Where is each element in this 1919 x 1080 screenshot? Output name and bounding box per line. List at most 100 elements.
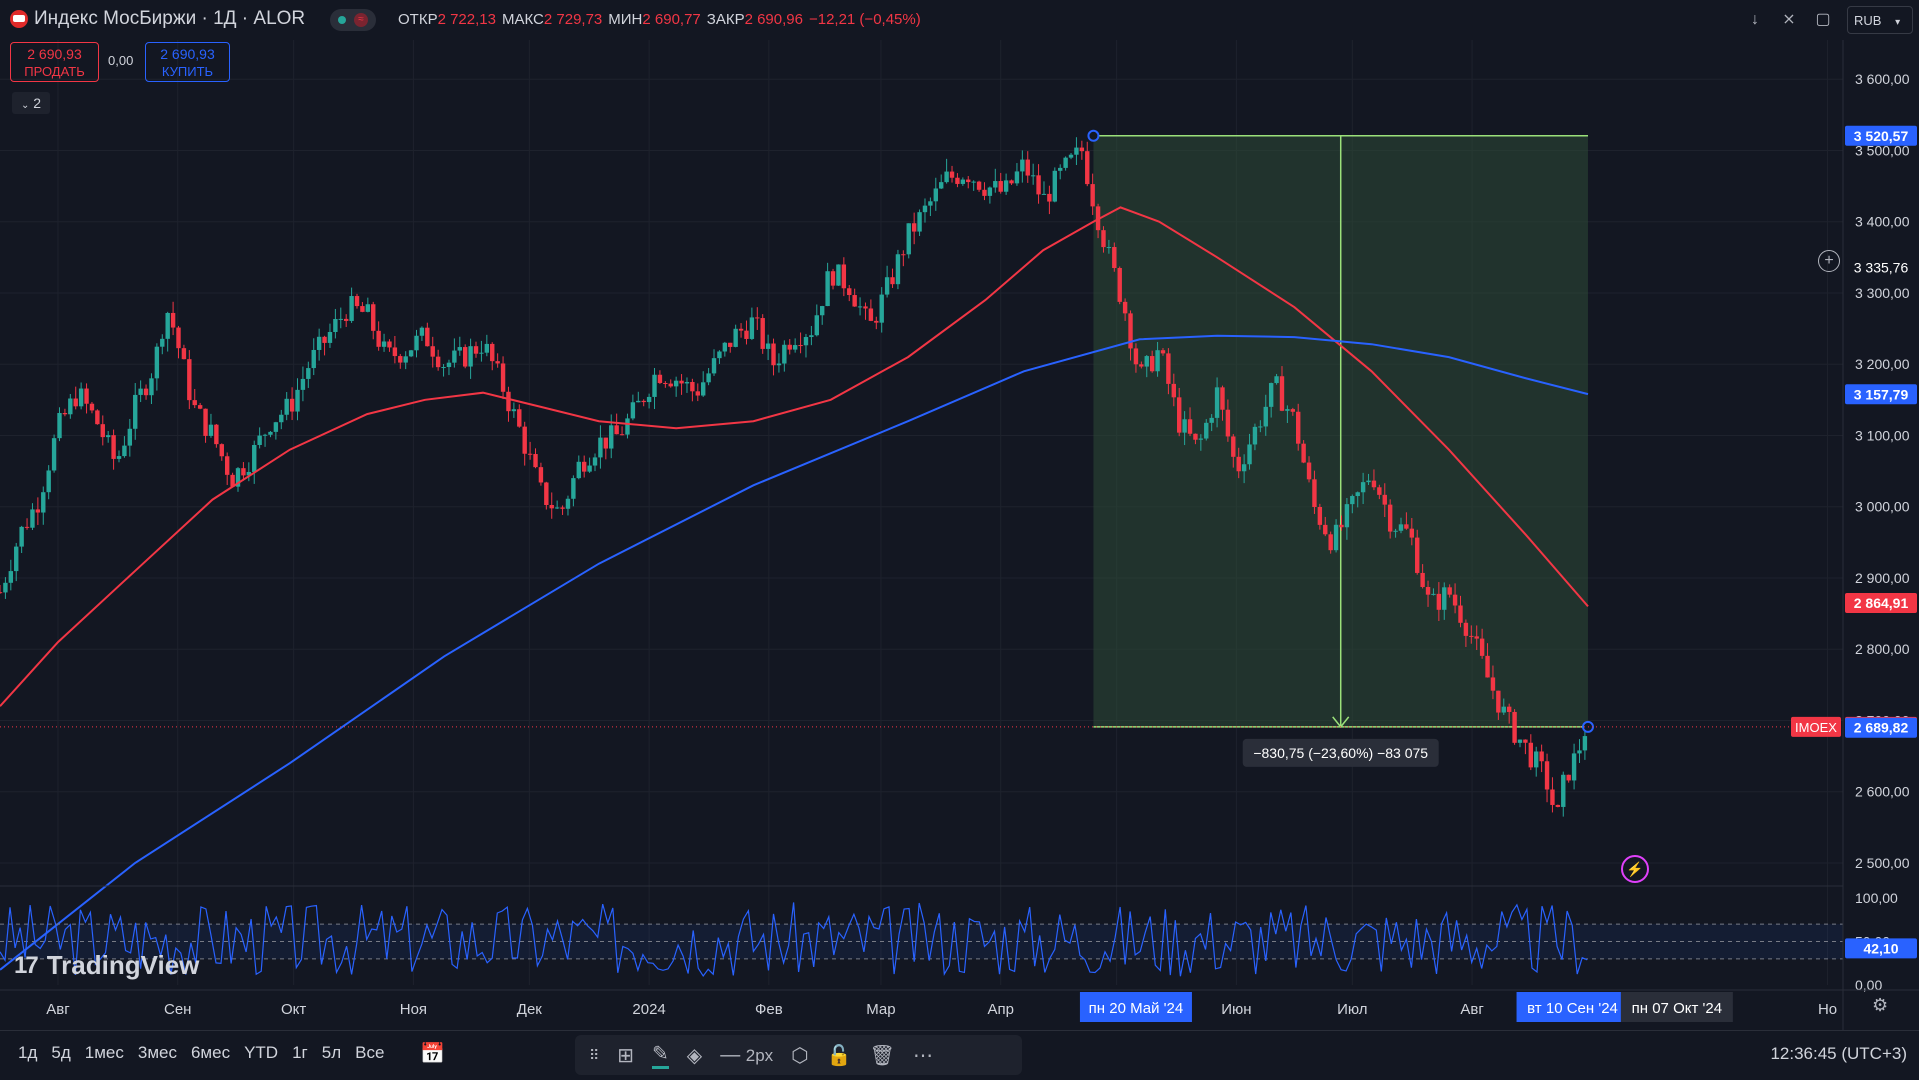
candle-body xyxy=(95,410,100,425)
candle-body xyxy=(322,336,327,343)
tradingview-logo: 17 TradingView xyxy=(14,950,199,981)
collapse-icon[interactable]: ⨯ xyxy=(1782,11,1796,28)
date-badge-label: вт 10 Сен '24 xyxy=(1527,1000,1618,1017)
template-icon[interactable]: ⊞ xyxy=(617,1044,635,1067)
candle-body xyxy=(857,306,863,308)
y-tick-label: 3 000,00 xyxy=(1855,499,1910,515)
candle-body xyxy=(1301,443,1306,463)
market-status[interactable]: ≈ xyxy=(330,9,376,31)
chevron-down-icon: ⌄ xyxy=(20,100,30,111)
candle-body xyxy=(1279,376,1285,411)
candle-body xyxy=(517,409,522,427)
candle-body xyxy=(197,405,203,409)
candle-body xyxy=(511,409,517,412)
candle-body xyxy=(679,380,684,384)
candle-body xyxy=(1122,301,1128,314)
candle-body xyxy=(484,343,490,353)
candle-body xyxy=(544,482,549,505)
candle-body xyxy=(874,320,879,323)
candle-body xyxy=(473,346,479,354)
candle-body xyxy=(1198,438,1204,440)
fullscreen-icon[interactable]: ▢ xyxy=(1815,11,1831,28)
candle-body xyxy=(749,317,755,339)
candle-body xyxy=(863,306,868,309)
candle-body xyxy=(1112,247,1117,269)
period-1y[interactable]: 1г xyxy=(292,1043,308,1062)
drag-handle-icon[interactable]: ⠿ xyxy=(589,1046,600,1063)
candle-body xyxy=(830,271,836,286)
candle-body xyxy=(1090,184,1095,207)
candle-body xyxy=(1534,751,1539,768)
fill-icon[interactable]: ◈ xyxy=(686,1044,703,1067)
candle-body xyxy=(327,331,333,343)
candle-body xyxy=(1052,170,1057,202)
candle-body xyxy=(1274,376,1279,384)
candle-body xyxy=(360,306,365,312)
lock-icon[interactable]: 🔓 xyxy=(826,1044,852,1067)
x-tick-label: Авг xyxy=(1460,1001,1484,1018)
price-label-box xyxy=(1845,125,1917,146)
ohlc-change: −12,21 (−0,45%) xyxy=(808,11,921,28)
pencil-icon[interactable]: ✎ xyxy=(652,1041,669,1069)
candle-body xyxy=(78,388,84,407)
buy-button[interactable]: 2 690,93 КУПИТЬ xyxy=(145,42,230,82)
candle-body xyxy=(868,308,874,321)
candle-body xyxy=(122,445,127,457)
candle-body xyxy=(1528,742,1534,768)
lightning-icon[interactable]: ⚡ xyxy=(1621,855,1649,883)
candle-body xyxy=(782,344,787,364)
download-icon[interactable]: ↓ xyxy=(1751,11,1759,28)
spread-value: 0,00 xyxy=(108,53,134,68)
collapse-indicators-button[interactable]: ⌄ 2 xyxy=(12,92,50,114)
candle-body xyxy=(1014,171,1020,184)
candle-body xyxy=(203,408,208,436)
candle-body xyxy=(668,383,673,387)
price-label-box xyxy=(1845,592,1917,613)
candle-body xyxy=(1333,524,1339,551)
indicator-count: 2 xyxy=(33,95,42,111)
osc-value-box xyxy=(1845,938,1917,959)
symbol-title[interactable]: Индекс МосБиржи · 1Д · ALOR xyxy=(10,8,305,30)
candle-body xyxy=(311,349,316,369)
candle-body xyxy=(814,315,819,336)
x-tick-label: Авг xyxy=(46,1001,70,1018)
trash-icon[interactable]: 🗑 xyxy=(869,1044,895,1067)
candle-body xyxy=(235,468,241,487)
candle-body xyxy=(414,335,419,351)
date-badge-label: пн 20 Май '24 xyxy=(1089,1000,1184,1017)
line-width-select[interactable]: — 2px xyxy=(720,1043,774,1066)
candle-body xyxy=(62,413,68,415)
ma-slow-line xyxy=(0,334,1589,971)
period-5y[interactable]: 5л xyxy=(321,1043,342,1062)
candle-body xyxy=(879,294,884,323)
sell-button[interactable]: 2 690,93 ПРОДАТЬ xyxy=(10,42,99,82)
period-3m[interactable]: 3мес xyxy=(137,1043,177,1062)
price-label: 3 335,76 xyxy=(1854,259,1909,275)
candle-body xyxy=(133,394,138,429)
price-chart[interactable]: −830,75 (−23,60%) −83 075 3 600,00 3 500,0… xyxy=(0,0,1919,1030)
candle-body xyxy=(890,277,895,285)
period-1d[interactable]: 1д xyxy=(18,1043,38,1062)
period-6m[interactable]: 6мес xyxy=(190,1043,231,1062)
period-all[interactable]: Все xyxy=(355,1043,385,1062)
add-alert-icon[interactable]: + xyxy=(1818,250,1840,272)
date-badge-label: пн 07 Окт '24 xyxy=(1632,1000,1722,1017)
period-5d[interactable]: 5д xyxy=(51,1043,71,1062)
candle-body xyxy=(127,428,133,446)
price-label: 2 864,91 xyxy=(1854,595,1909,611)
more-icon[interactable]: ⋯ xyxy=(912,1044,933,1067)
symbol-tag: IMOEX xyxy=(1795,720,1837,735)
candle-body xyxy=(922,205,928,213)
calendar-icon[interactable]: 📅 xyxy=(420,1043,445,1065)
candle-body xyxy=(841,264,847,289)
period-1m[interactable]: 1мес xyxy=(84,1043,124,1062)
candle-body xyxy=(1128,313,1133,349)
candle-body xyxy=(289,398,295,412)
period-ytd[interactable]: YTD xyxy=(244,1043,279,1062)
settings-hex-icon[interactable]: ⬡ xyxy=(791,1044,809,1067)
settings-icon[interactable]: ⚙ xyxy=(1872,995,1889,1015)
candle-body xyxy=(1561,774,1566,807)
candle-body xyxy=(987,187,993,196)
currency-select[interactable]: RUB ▾ xyxy=(1847,6,1913,34)
ma-fast-line xyxy=(0,206,1589,707)
